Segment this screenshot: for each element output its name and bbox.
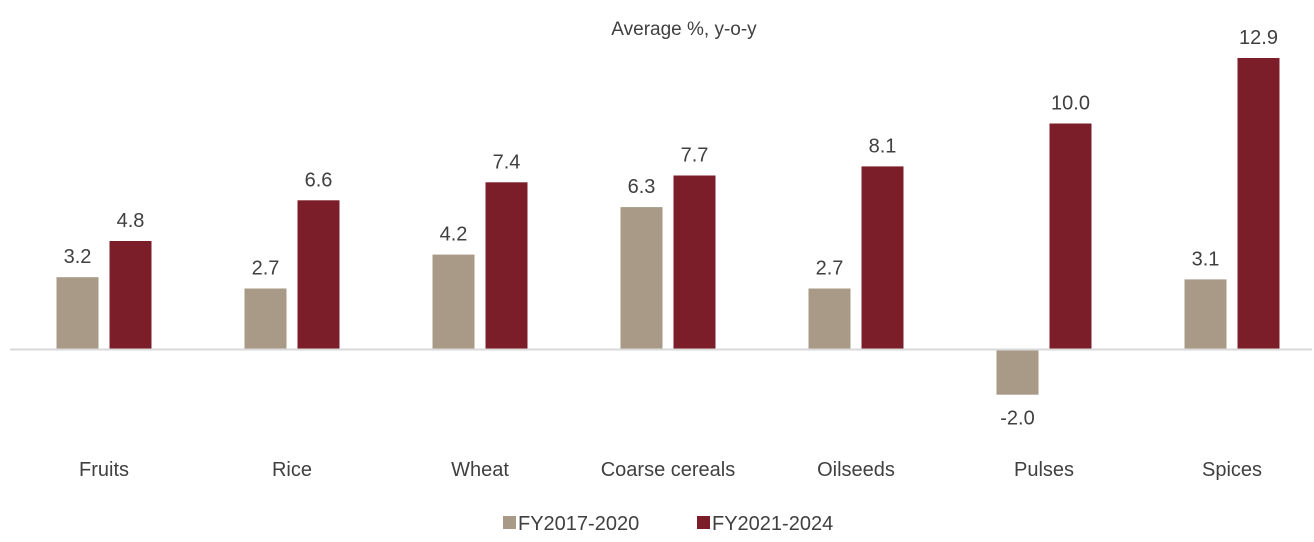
category-label: Spices: [1202, 459, 1262, 481]
category-label: Fruits: [79, 459, 129, 481]
legend-label: FY2017-2020: [518, 513, 639, 535]
category-labels-layer: Fruits Rice Wheat Coarse cereals Oilseeds Pul…: [79, 459, 1262, 481]
data-label-wheat-series-1: 4.2: [440, 224, 468, 246]
bar-oilseeds-series-2: [861, 166, 904, 350]
data-label-rice-series-2: 6.6: [305, 169, 333, 191]
data-label-rice-series-1: 2.7: [252, 258, 280, 280]
data-label-coarse-cereals-series-2: 7.7: [681, 145, 709, 167]
bar-coarse-cereals-series-2: [673, 175, 716, 350]
data-label-coarse-cereals-series-1: 6.3: [628, 176, 656, 198]
bar-rice-series-1: [244, 288, 287, 350]
category-label: Oilseeds: [817, 459, 895, 481]
bar-pulses-series-1: [996, 349, 1039, 395]
bar-rice-series-2: [297, 200, 340, 350]
bar-spices-series-2: [1237, 58, 1280, 350]
bar-wheat-series-2: [485, 182, 528, 350]
data-label-spices-series-1: 3.1: [1192, 248, 1220, 270]
bar-oilseeds-series-1: [808, 288, 851, 350]
legend-swatch: [697, 516, 710, 529]
data-label-fruits-series-2: 4.8: [117, 210, 145, 232]
legend: FY2017-2020 FY2021-2024: [503, 513, 833, 535]
category-label: Rice: [272, 459, 312, 481]
category-label: Wheat: [451, 459, 509, 481]
bar-pulses-series-2: [1049, 123, 1092, 350]
bars-layer: [56, 58, 1280, 395]
data-label-oilseeds-series-2: 8.1: [869, 135, 897, 157]
bar-fruits-series-2: [109, 241, 152, 350]
data-label-wheat-series-2: 7.4: [493, 151, 521, 173]
data-label-fruits-series-1: 3.2: [64, 246, 92, 268]
bar-wheat-series-1: [432, 254, 475, 350]
bar-fruits-series-1: [56, 277, 99, 350]
data-labels-layer: 3.2 4.8 2.7 6.6 4.2 7.4 6.3 7.7 2.7 8.1 -2.0 10.0 3.…: [64, 27, 1278, 430]
bar-coarse-cereals-series-1: [620, 207, 663, 350]
category-label: Coarse cereals: [601, 459, 736, 481]
data-label-pulses-series-2: 10.0: [1051, 93, 1090, 115]
bar-spices-series-1: [1184, 279, 1227, 350]
legend-label: FY2021-2024: [712, 513, 833, 535]
legend-swatch: [503, 516, 516, 529]
data-label-spices-series-2: 12.9: [1239, 27, 1278, 49]
chart-subtitle: Average %, y-o-y: [611, 19, 757, 40]
category-label: Pulses: [1014, 459, 1074, 481]
data-label-pulses-series-1: -2.0: [1000, 408, 1034, 430]
data-label-oilseeds-series-1: 2.7: [816, 258, 844, 280]
